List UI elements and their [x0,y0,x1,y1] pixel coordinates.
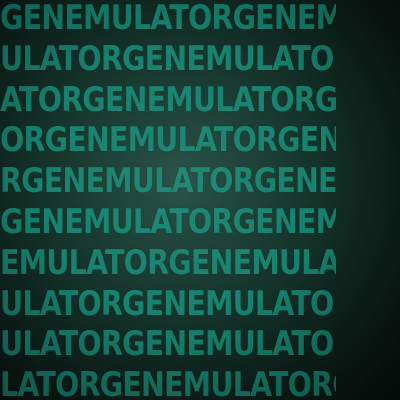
pattern-row-7: EMULATORGENEMULATOR [0,242,336,283]
pattern-row-6: GENEMULATORGENEMULA [0,201,336,242]
pattern-row-2: ULATORGENEMULATORGE [0,38,336,79]
pattern-row-5: RGENEMULATORGENEMUL [0,161,336,202]
pattern-row-10: LATORGENEMULATORGEN [0,365,336,400]
pattern-row-9: ULATORGENEMULATORGE [0,324,336,365]
pattern-row-1: GENEMULATORGENEMULA [0,0,336,38]
pattern-row-8: ULATORGENEMULATORGE [0,283,336,324]
pattern-row-4: ORGENEMULATORGENEMU [0,120,336,161]
pattern-row-3: ATORGENEMULATORGENE [0,79,336,120]
